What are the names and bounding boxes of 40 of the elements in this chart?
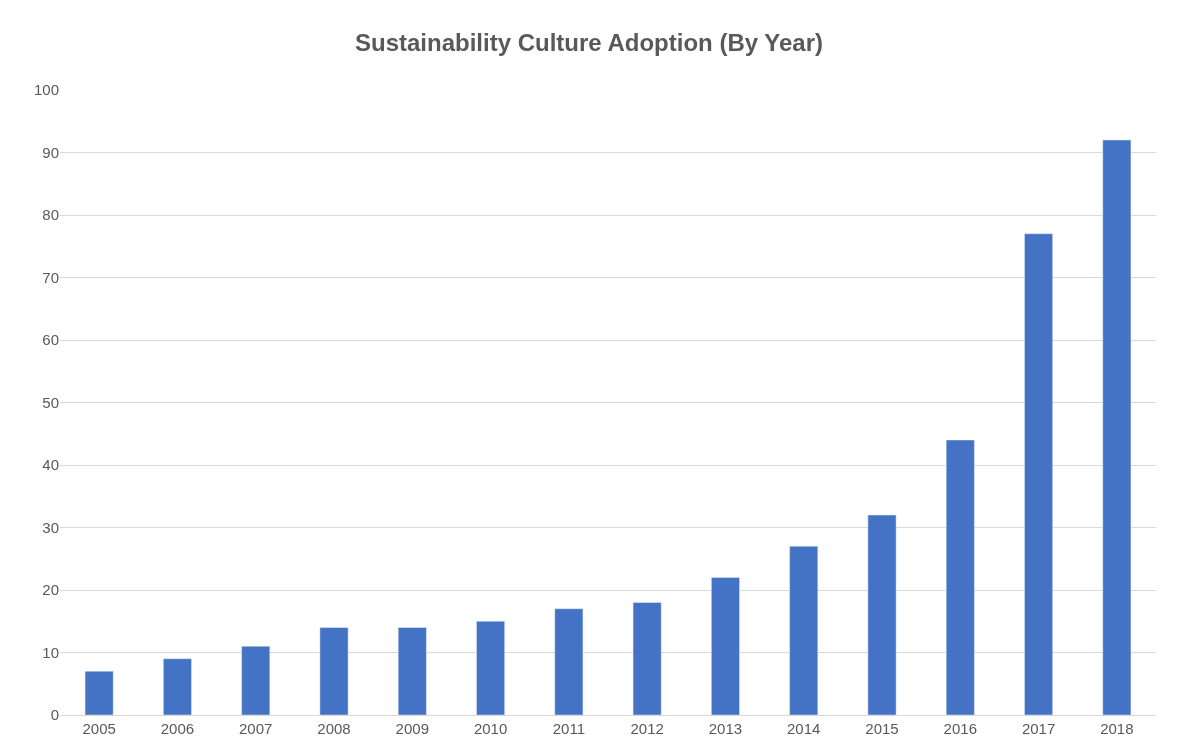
x-tick-label: 2016 (943, 720, 977, 737)
x-tick-label: 2009 (395, 720, 429, 737)
x-tick-label: 2018 (1100, 720, 1134, 737)
bar (867, 514, 897, 715)
bar (789, 546, 819, 715)
bar (1024, 233, 1053, 715)
y-tick-label: 10 (42, 643, 59, 661)
x-tick-label: 2011 (552, 720, 585, 737)
bar (632, 602, 662, 715)
y-tick-label: 50 (42, 393, 59, 411)
bar (397, 627, 427, 715)
x-tick-label: 2013 (708, 720, 743, 737)
x-tick-label: 2006 (160, 720, 195, 737)
x-tick-label: 2005 (82, 720, 116, 737)
y-tick-label: 20 (42, 581, 59, 599)
bar (163, 658, 192, 715)
bar (319, 627, 349, 715)
bar (554, 608, 584, 715)
bar (476, 621, 505, 715)
bar (1102, 139, 1132, 715)
y-tick-label: 80 (42, 206, 59, 224)
x-tick-label: 2017 (1021, 720, 1056, 737)
x-tick-label: 2014 (787, 720, 821, 737)
y-tick-label: 100 (33, 81, 59, 99)
x-tick-label: 2007 (239, 720, 273, 737)
bar (711, 577, 740, 715)
y-tick-label: 0 (50, 706, 59, 724)
x-tick-label: 2015 (865, 720, 899, 737)
y-tick-label: 30 (42, 518, 59, 536)
bar (241, 646, 271, 715)
bar (84, 671, 114, 715)
y-tick-label: 60 (42, 331, 59, 349)
x-tick-label: 2008 (317, 720, 351, 737)
chart-title: Sustainability Culture Adoption (By Year) (354, 28, 824, 56)
y-tick-label: 40 (42, 456, 59, 474)
x-tick-label: 2010 (473, 720, 508, 737)
x-tick-label: 2012 (630, 720, 664, 737)
y-tick-label: 90 (42, 143, 59, 161)
bar (945, 439, 975, 715)
y-tick-label: 70 (42, 268, 59, 286)
